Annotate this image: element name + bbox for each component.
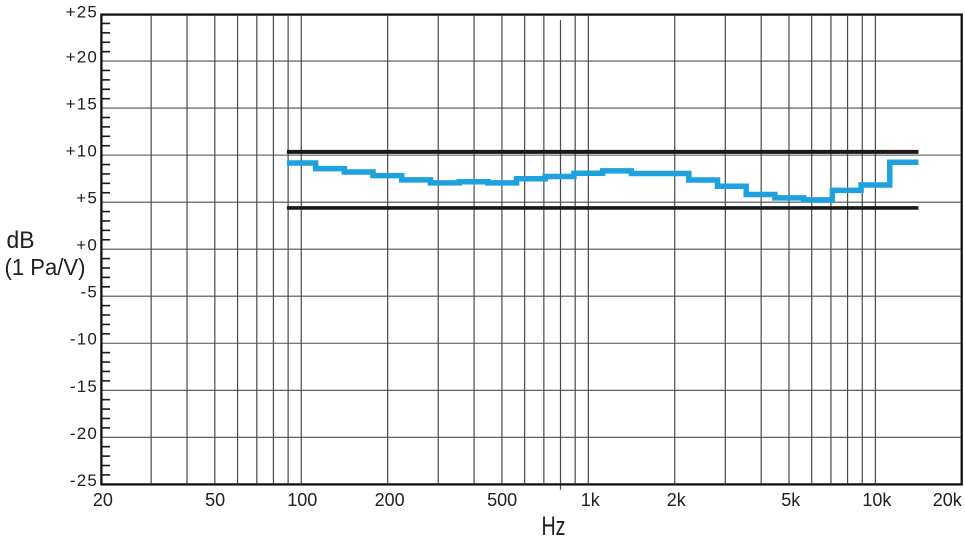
svg-text:20k: 20k [933,490,963,510]
svg-text:200: 200 [375,490,405,510]
svg-text:+5: +5 [76,189,98,208]
svg-text:500: 500 [487,490,517,510]
svg-text:(1 Pa/V): (1 Pa/V) [5,254,86,280]
svg-text:-10: -10 [70,330,98,349]
svg-text:-25: -25 [70,471,98,490]
svg-text:100: 100 [287,490,317,510]
svg-text:1k: 1k [581,490,601,510]
svg-text:+15: +15 [66,95,98,114]
svg-text:+25: +25 [66,2,98,21]
svg-text:-20: -20 [70,424,98,443]
svg-text:-5: -5 [80,283,98,302]
svg-text:dB: dB [7,227,35,254]
svg-text:-15: -15 [70,377,98,396]
svg-text:2k: 2k [667,490,687,510]
svg-text:5k: 5k [781,490,801,510]
svg-text:20: 20 [93,490,113,510]
svg-text:+20: +20 [66,48,98,67]
svg-text:Hz: Hz [542,511,566,537]
svg-text:+10: +10 [66,142,98,161]
svg-text:+0: +0 [76,236,98,255]
svg-text:50: 50 [205,490,225,510]
svg-text:10k: 10k [862,490,892,510]
